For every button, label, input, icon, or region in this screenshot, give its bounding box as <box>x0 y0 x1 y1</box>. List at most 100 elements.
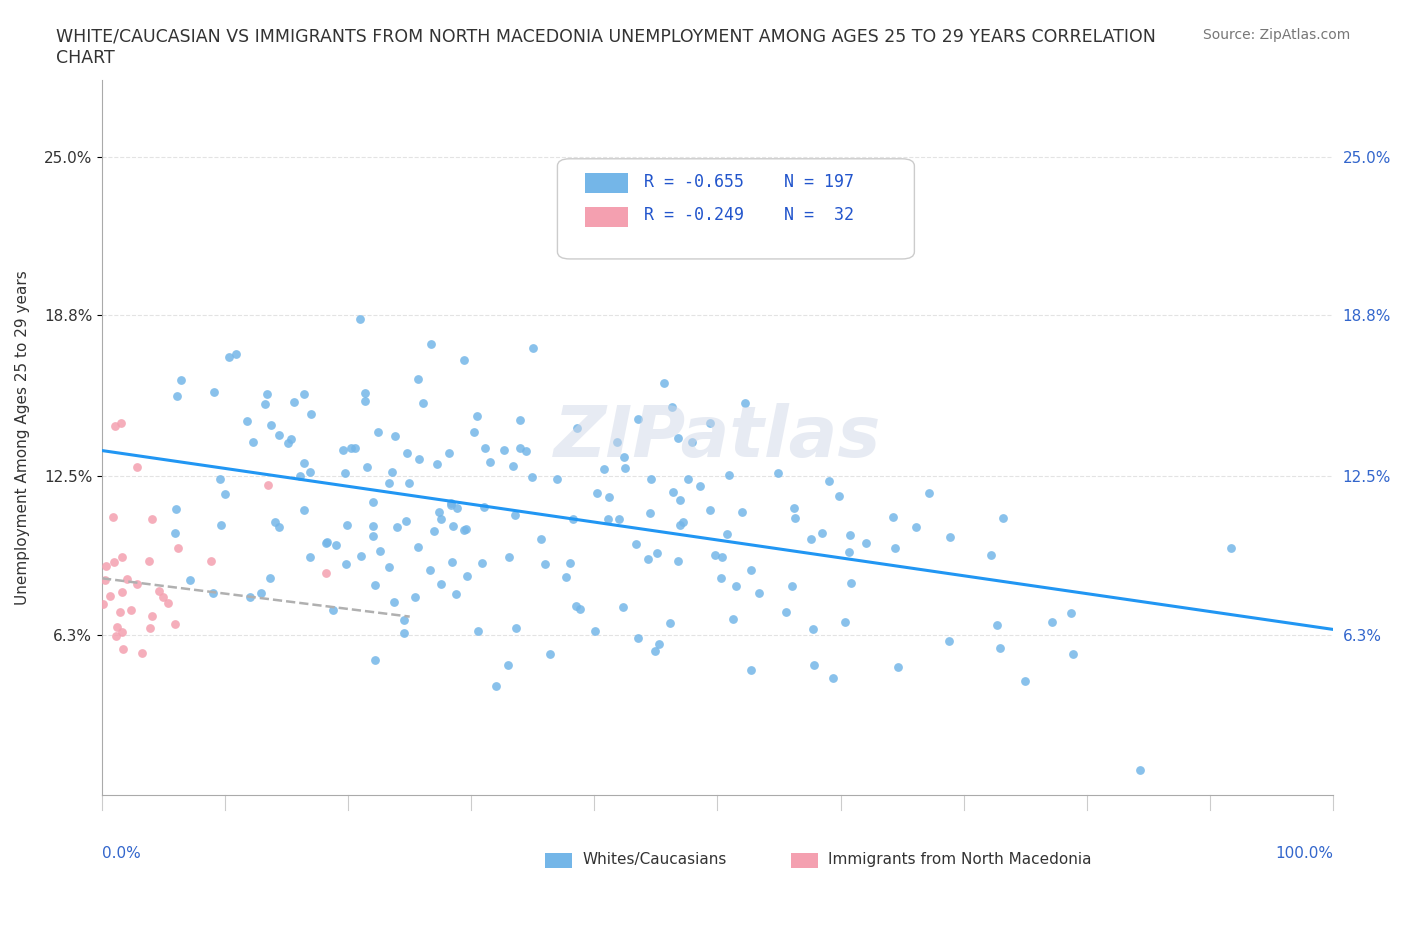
Point <box>208 472 231 486</box>
Point <box>644 644 666 658</box>
Point <box>336 518 359 533</box>
Point <box>288 469 311 484</box>
Point <box>731 504 754 519</box>
Point <box>93 597 115 612</box>
Point <box>440 498 463 512</box>
Point <box>349 312 371 326</box>
Point <box>419 563 441 578</box>
Point <box>156 596 179 611</box>
Point <box>395 514 418 529</box>
Point <box>408 371 430 386</box>
Point <box>471 555 494 570</box>
Point <box>505 620 527 635</box>
Point <box>681 434 703 449</box>
Point <box>105 629 128 644</box>
Point <box>127 577 149 591</box>
Point <box>202 385 225 400</box>
Point <box>315 536 337 551</box>
Point <box>689 479 711 494</box>
Point <box>430 512 453 526</box>
Point <box>821 671 844 685</box>
Point <box>394 625 416 640</box>
Text: 100.0%: 100.0% <box>1275 845 1333 860</box>
Point <box>503 507 526 522</box>
Point <box>568 602 591 617</box>
Point <box>315 565 337 580</box>
Point <box>350 549 373 564</box>
Point <box>502 458 524 473</box>
Point <box>1042 615 1064 630</box>
Point <box>624 537 647 551</box>
Point <box>111 585 134 600</box>
Point <box>699 502 721 517</box>
Bar <box>585 173 627 193</box>
Text: Immigrants from North Macedonia: Immigrants from North Macedonia <box>828 852 1091 868</box>
Point <box>472 499 495 514</box>
Point <box>534 556 557 571</box>
Point <box>392 612 415 627</box>
Point <box>609 512 631 526</box>
Point <box>613 460 636 475</box>
Point <box>718 467 741 482</box>
Point <box>658 616 681 631</box>
Point <box>485 678 508 693</box>
Point <box>662 485 685 499</box>
Point <box>367 425 389 440</box>
Point <box>676 472 699 486</box>
Point <box>583 623 606 638</box>
Point <box>838 545 860 560</box>
Text: R = -0.249    N =  32: R = -0.249 N = 32 <box>644 206 853 223</box>
Point <box>606 434 628 449</box>
Point <box>638 506 661 521</box>
Point <box>335 556 357 571</box>
Point <box>803 658 825 672</box>
Point <box>439 496 461 511</box>
Point <box>315 534 337 549</box>
Point <box>427 504 450 519</box>
Point <box>884 541 907 556</box>
Point <box>364 578 387 592</box>
Point <box>496 658 519 672</box>
Point <box>627 631 650 645</box>
Point <box>710 570 733 585</box>
Point <box>406 539 429 554</box>
Point <box>299 550 322 565</box>
Point <box>699 416 721 431</box>
Point <box>810 525 832 540</box>
Point <box>292 386 315 401</box>
Point <box>479 454 502 469</box>
Point <box>260 418 283 432</box>
Point <box>474 441 496 456</box>
Point <box>463 425 485 440</box>
Point <box>368 543 391 558</box>
Point <box>101 509 124 524</box>
Point <box>364 652 387 667</box>
Text: 0.0%: 0.0% <box>103 845 141 860</box>
Point <box>356 459 378 474</box>
Point <box>420 337 443 352</box>
Point <box>430 577 453 591</box>
Point <box>120 603 142 618</box>
Point <box>668 517 690 532</box>
Point <box>110 416 132 431</box>
Point <box>855 536 877 551</box>
Point <box>637 551 659 566</box>
Point <box>385 519 408 534</box>
Point <box>165 617 187 631</box>
Point <box>398 476 420 491</box>
Point <box>361 519 384 534</box>
Point <box>554 569 576 584</box>
Point <box>408 452 430 467</box>
Point <box>546 472 568 486</box>
Point <box>627 411 650 426</box>
Point <box>509 441 531 456</box>
Point <box>456 522 478 537</box>
Point <box>444 587 467 602</box>
Point <box>256 386 278 401</box>
Point <box>277 436 299 451</box>
Point <box>98 589 121 604</box>
Point <box>437 445 460 460</box>
Point <box>446 500 468 515</box>
Point <box>381 465 404 480</box>
Point <box>828 488 851 503</box>
